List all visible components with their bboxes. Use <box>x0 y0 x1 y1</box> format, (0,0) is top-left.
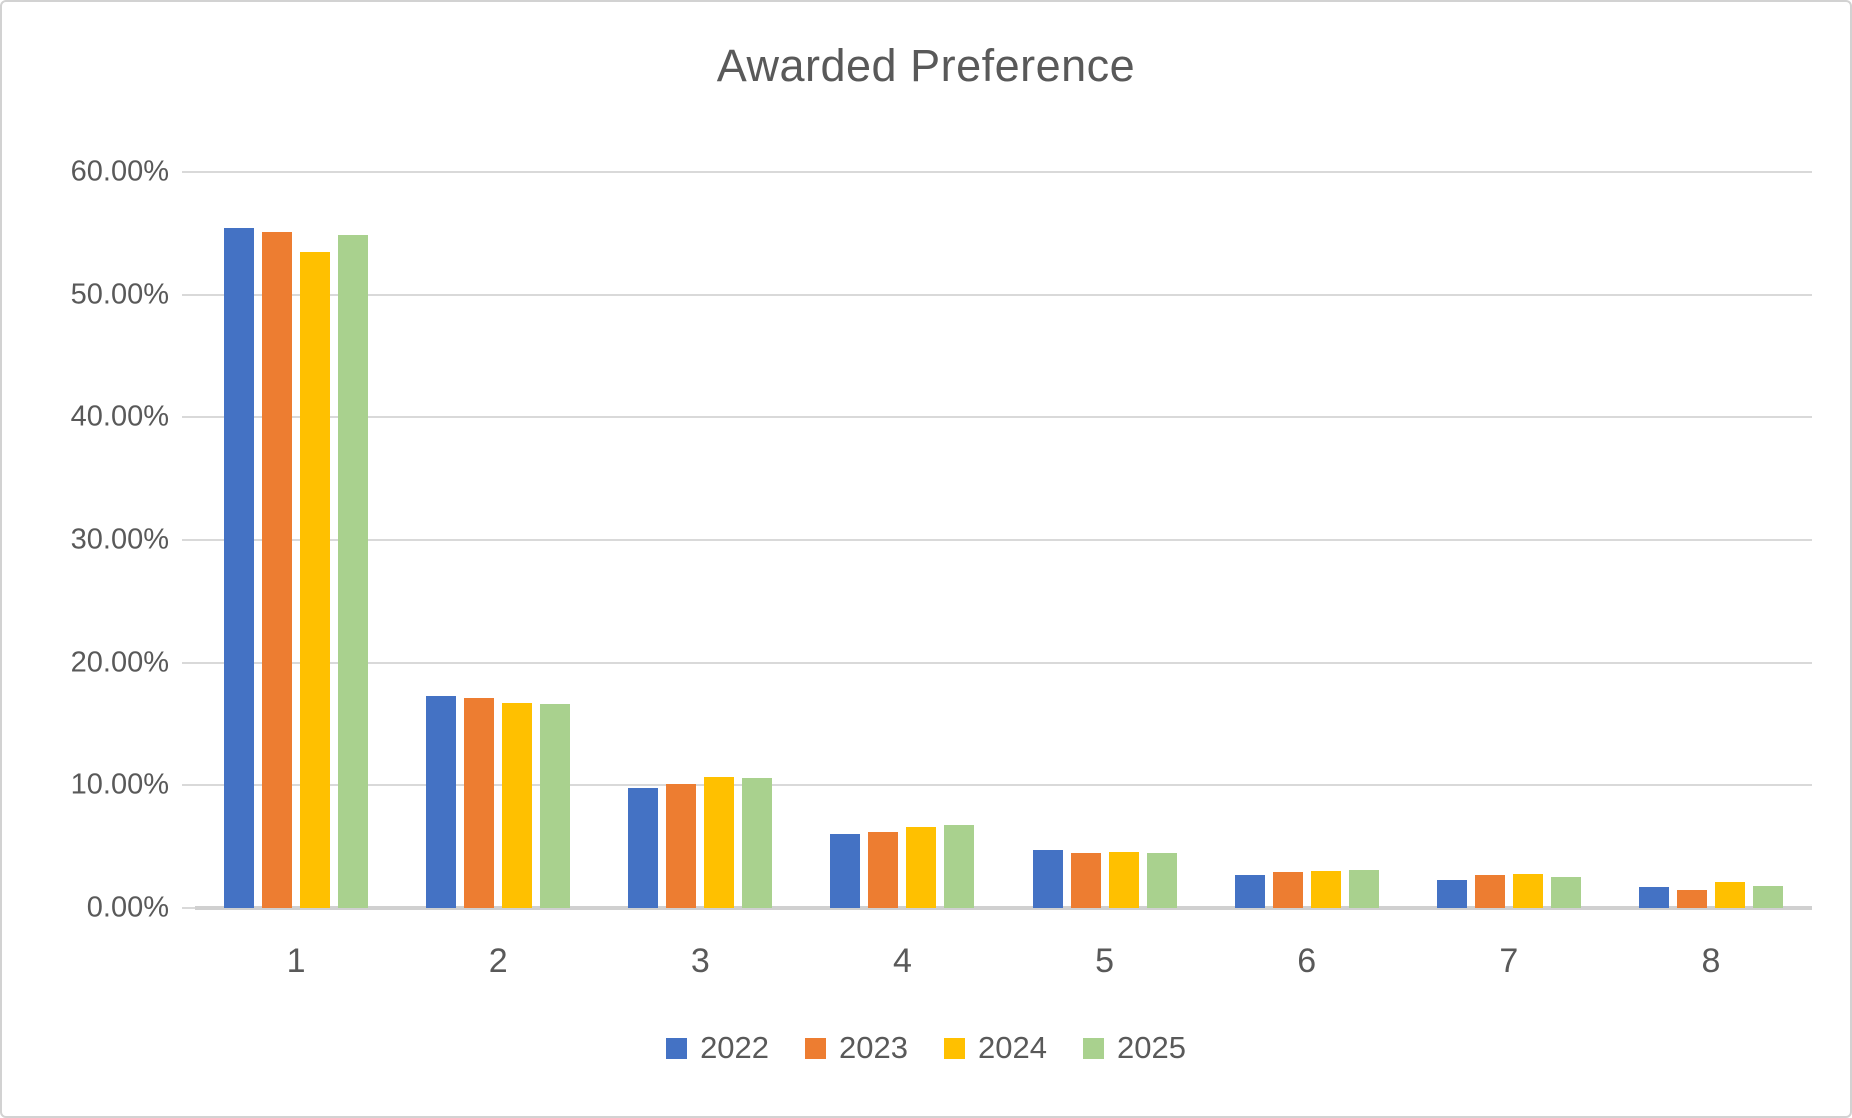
legend-item-2023: 2023 <box>805 1030 908 1066</box>
bar-2024-cat2 <box>502 703 533 908</box>
x-category-label-7: 7 <box>1499 942 1519 980</box>
bar-2025-cat1 <box>338 234 369 908</box>
legend-label-2023: 2023 <box>839 1030 908 1065</box>
x-category-label-4: 4 <box>892 942 912 980</box>
y-tick-mark <box>182 539 195 541</box>
bar-2024-cat7 <box>1512 873 1543 908</box>
legend-item-2025: 2025 <box>1082 1030 1186 1066</box>
bar-2022-cat2 <box>426 695 457 908</box>
bar-2024-cat4 <box>906 827 937 908</box>
y-tick-mark <box>182 416 195 419</box>
y-tick-label: 30.00% <box>70 523 169 556</box>
y-tick-label: 10.00% <box>70 768 169 801</box>
y-tick-mark <box>182 661 195 664</box>
legend: 2022 2023 2024 2025 <box>2 1030 1850 1066</box>
bar-2024-cat3 <box>704 776 735 908</box>
bar-2023-cat3 <box>666 784 697 908</box>
gridline <box>195 416 1812 419</box>
bar-2024-cat1 <box>300 251 331 908</box>
bar-2022-cat7 <box>1436 879 1467 908</box>
x-category-label-5: 5 <box>1095 942 1115 980</box>
bar-group-1 <box>195 172 397 908</box>
bar-group-4 <box>801 172 1003 908</box>
bar-group-6 <box>1206 172 1408 908</box>
bar-2022-cat8 <box>1638 887 1669 908</box>
bar-group-3 <box>599 172 801 908</box>
x-category-label-2: 2 <box>488 942 508 980</box>
y-tick-mark <box>182 171 195 173</box>
bar-2024-cat8 <box>1714 882 1745 908</box>
bar-2025-cat2 <box>540 704 571 908</box>
legend-label-2025: 2025 <box>1116 1030 1186 1065</box>
bar-2022-cat6 <box>1234 874 1265 908</box>
y-tick-label: 40.00% <box>70 400 169 433</box>
bar-2023-cat4 <box>868 831 899 908</box>
bar-group-5 <box>1004 172 1206 908</box>
x-category-label-6: 6 <box>1297 942 1317 980</box>
x-category-label-3: 3 <box>690 942 710 980</box>
bar-2025-cat5 <box>1146 852 1177 908</box>
bar-2023-cat6 <box>1272 872 1303 908</box>
gridline <box>195 539 1812 541</box>
plot-area: 60.00% 50.00% 40.00% 30.00% 20.00% 10.00% 0.00… <box>71 156 1812 980</box>
gridline <box>195 661 1812 664</box>
bar-2022-cat5 <box>1032 850 1063 908</box>
bar-2025-cat3 <box>742 777 773 908</box>
y-tick-label: 20.00% <box>70 646 169 679</box>
bar-2025-cat4 <box>944 824 975 908</box>
legend-label-2024: 2024 <box>978 1030 1047 1065</box>
bar-2023-cat1 <box>262 232 293 908</box>
legend-item-2022: 2022 <box>666 1030 769 1066</box>
bar-2022-cat4 <box>830 834 861 908</box>
bar-2025-cat7 <box>1550 877 1581 908</box>
legend-swatch-2022 <box>666 1037 688 1059</box>
bar-group-8 <box>1610 172 1812 908</box>
y-tick-label: 0.00% <box>86 891 169 924</box>
gridline <box>195 293 1812 296</box>
legend-swatch-2024 <box>944 1037 965 1059</box>
bar-group-7 <box>1408 172 1610 908</box>
bar-2024-cat6 <box>1310 871 1341 908</box>
bar-2023-cat2 <box>464 698 495 908</box>
y-tick-mark <box>182 784 195 787</box>
y-tick-mark <box>182 293 195 296</box>
x-axis-line <box>195 906 1812 910</box>
gridline <box>195 784 1812 787</box>
bar-2025-cat8 <box>1752 885 1783 908</box>
y-tick-label: 60.00% <box>70 155 169 188</box>
legend-swatch-2023 <box>805 1037 827 1059</box>
bar-2022-cat3 <box>628 787 659 908</box>
y-tick-label: 50.00% <box>70 278 169 311</box>
bar-2023-cat5 <box>1070 852 1101 908</box>
bar-2023-cat7 <box>1474 874 1505 908</box>
chart-title: Awarded Preference <box>716 40 1136 91</box>
bar-layer <box>195 172 1812 908</box>
legend-label-2022: 2022 <box>700 1030 770 1065</box>
x-axis-labels: 1 2 3 4 5 6 7 8 <box>195 942 1812 981</box>
legend-item-2024: 2024 <box>944 1030 1047 1066</box>
bar-2023-cat8 <box>1676 889 1707 908</box>
bar-group-2 <box>397 172 599 908</box>
x-category-label-8: 8 <box>1701 942 1721 980</box>
bar-2022-cat1 <box>224 228 255 908</box>
x-category-label-1: 1 <box>286 942 306 980</box>
y-tick-mark <box>182 907 195 909</box>
legend-swatch-2025 <box>1082 1037 1104 1059</box>
bar-2024-cat5 <box>1108 851 1139 908</box>
gridline <box>195 171 1812 173</box>
bar-2025-cat6 <box>1348 869 1379 908</box>
